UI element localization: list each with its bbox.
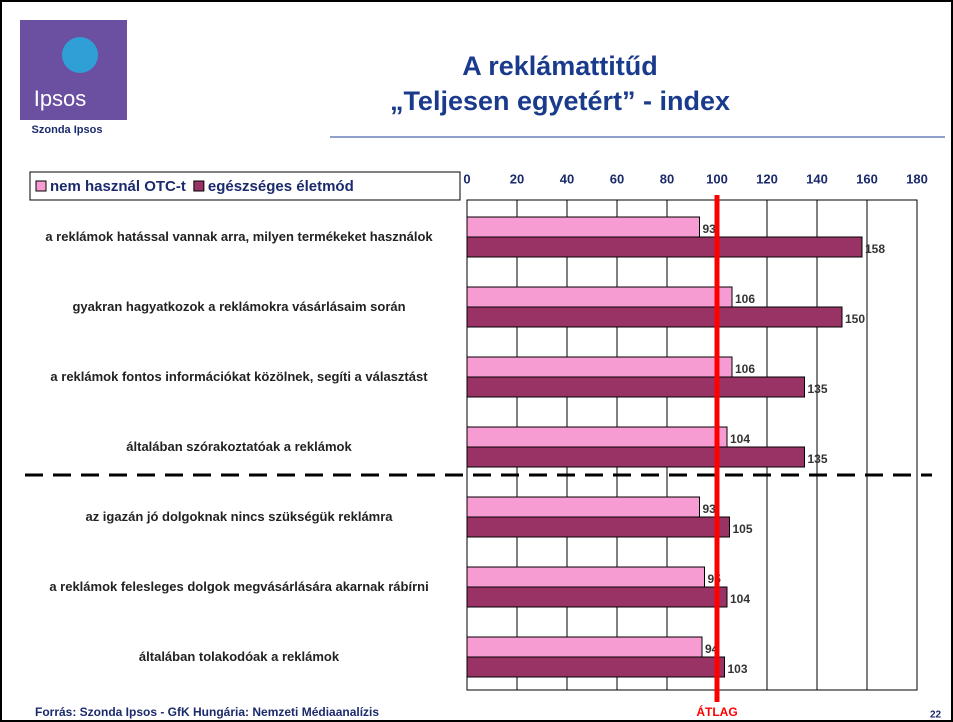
bar <box>467 427 727 447</box>
legend-label: nem használ OTC-t <box>50 178 186 195</box>
x-tick-label: 120 <box>756 171 778 186</box>
bar <box>467 517 730 537</box>
page-number: 22 <box>930 710 942 721</box>
value-label: 104 <box>730 432 750 446</box>
value-label: 135 <box>808 452 828 466</box>
value-label: 104 <box>730 592 750 606</box>
bar <box>467 637 702 657</box>
y-tick-label: gyakran hagyatkozok a reklámokra vásárlá… <box>18 298 460 316</box>
x-tick-label: 180 <box>906 171 928 186</box>
bar <box>467 567 705 587</box>
bar <box>467 497 700 517</box>
logo-text: Ipsos <box>34 86 87 111</box>
bar <box>467 377 805 397</box>
y-tick-label: általában szórakoztatóak a reklámok <box>18 438 460 456</box>
bar <box>467 357 732 377</box>
reference-label: ÁTLAG <box>696 704 737 719</box>
x-tick-label: 0 <box>463 171 470 186</box>
logo-caption: Szonda Ipsos <box>32 124 103 136</box>
value-label: 150 <box>845 312 865 326</box>
y-tick-label: általában tolakodóak a reklámok <box>18 648 460 666</box>
x-tick-label: 80 <box>660 171 674 186</box>
value-label: 105 <box>733 522 753 536</box>
x-tick-label: 160 <box>856 171 878 186</box>
y-tick-label: a reklámok fontos információkat közölnek… <box>18 368 460 386</box>
bar <box>467 287 732 307</box>
legend-swatch <box>36 181 46 191</box>
bar <box>467 447 805 467</box>
x-tick-label: 140 <box>806 171 828 186</box>
bar <box>467 237 862 257</box>
value-label: 135 <box>808 382 828 396</box>
x-tick-label: 100 <box>706 171 728 186</box>
value-label: 93 <box>703 502 717 516</box>
slide: Ipsos Szonda Ipsos A reklámattitűd „Telj… <box>0 0 953 722</box>
value-label: 158 <box>865 242 885 256</box>
y-tick-label: az igazán jó dolgoknak nincs szükségük r… <box>18 508 460 526</box>
footer-source: Forrás: Szonda Ipsos - GfK Hungária: Nem… <box>35 705 379 719</box>
chart-title: A reklámattitűd <box>462 51 658 81</box>
x-tick-label: 40 <box>560 171 574 186</box>
y-tick-label: a reklámok felesleges dolgok megvásárlás… <box>18 578 460 596</box>
y-tick-label: a reklámok hatással vannak arra, milyen … <box>18 228 460 246</box>
legend-label: egészséges életmód <box>208 178 354 195</box>
value-label: 93 <box>703 222 717 236</box>
logo-head <box>62 37 98 73</box>
bar <box>467 307 842 327</box>
x-tick-label: 20 <box>510 171 524 186</box>
x-tick-label: 60 <box>610 171 624 186</box>
bar <box>467 657 725 677</box>
chart: Ipsos Szonda Ipsos A reklámattitűd „Telj… <box>0 0 953 722</box>
bar <box>467 217 700 237</box>
value-label: 103 <box>728 662 748 676</box>
chart-subtitle: „Teljesen egyetért” - index <box>390 86 730 116</box>
legend-swatch <box>194 181 204 191</box>
value-label: 106 <box>735 292 755 306</box>
value-label: 106 <box>735 362 755 376</box>
bar <box>467 587 727 607</box>
